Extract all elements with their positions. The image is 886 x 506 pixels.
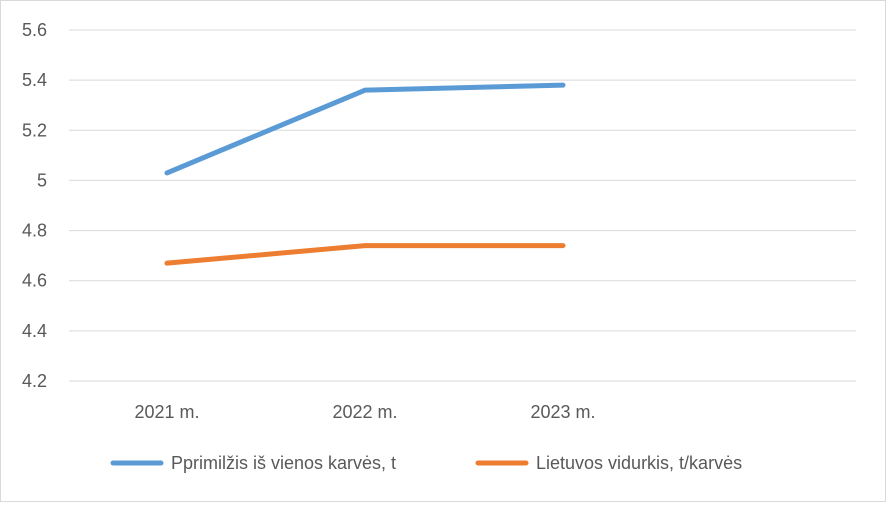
y-tick-label: 5 — [37, 170, 47, 190]
legend-label-1: Pprimilžis iš vienos karvės, t — [171, 453, 396, 473]
y-tick-label: 4.4 — [22, 321, 47, 341]
y-tick-label: 4.2 — [22, 371, 47, 391]
series-line-2 — [164, 243, 566, 266]
gridlines — [69, 29, 856, 382]
y-axis-tick-labels: 4.2 4.4 4.6 4.8 5 5.2 5.4 5.6 — [22, 20, 47, 391]
y-tick-label: 5.2 — [22, 120, 47, 140]
legend: Pprimilžis iš vienos karvės, t Lietuvos v… — [110, 453, 742, 473]
y-tick-label: 5.4 — [22, 70, 47, 90]
series-line-1 — [164, 82, 566, 176]
y-tick-label: 4.6 — [22, 271, 47, 291]
x-axis-tick-labels: 2021 m. 2022 m. 2023 m. — [134, 402, 595, 422]
x-tick-label: 2021 m. — [134, 402, 199, 422]
x-tick-label: 2023 m. — [530, 402, 595, 422]
y-tick-label: 4.8 — [22, 221, 47, 241]
legend-label-2: Lietuvos vidurkis, t/karvės — [536, 453, 742, 473]
series-lines — [164, 82, 566, 266]
x-tick-label: 2022 m. — [332, 402, 397, 422]
y-tick-label: 5.6 — [22, 20, 47, 40]
